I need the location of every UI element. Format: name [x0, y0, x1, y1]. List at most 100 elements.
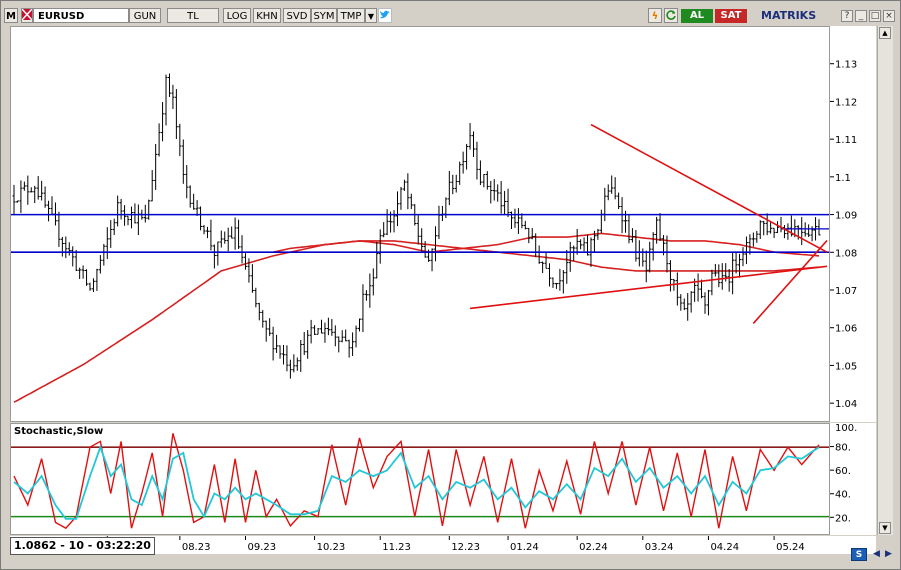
indicator-chart[interactable] — [10, 423, 830, 535]
minimize-icon[interactable]: _ — [855, 10, 867, 22]
time-tick-label: 09.23 — [247, 542, 276, 553]
ohlc-bar — [364, 290, 368, 301]
ohlc-bar — [665, 235, 669, 273]
ohlc-bar — [603, 187, 607, 222]
ohlc-bar — [188, 185, 192, 208]
time-axis: 7.2308.2309.2310.2311.2312.2301.2402.240… — [10, 536, 876, 554]
currency-button[interactable]: TL — [167, 8, 219, 23]
price-tick-label: 1.05 — [835, 361, 857, 372]
menu-button[interactable]: M — [4, 8, 18, 23]
ohlc-bar — [88, 282, 92, 291]
ohlc-bar — [434, 226, 438, 262]
ohlc-bar — [157, 123, 161, 157]
ohlc-bar — [344, 329, 348, 342]
ohlc-bar — [617, 192, 621, 210]
moving-average-slow — [13, 240, 820, 403]
maximize-icon[interactable]: □ — [869, 10, 881, 22]
sym-button[interactable]: SYM — [311, 8, 337, 23]
chevron-down-icon[interactable]: ▼ — [365, 8, 377, 23]
ohlc-bar — [226, 227, 230, 252]
ohlc-bar — [109, 220, 113, 248]
buy-button[interactable]: AL — [681, 9, 713, 23]
vertical-scrollbar[interactable]: ▲ ▼ — [877, 26, 893, 535]
ohlc-bar — [216, 241, 220, 266]
ohlc-bar — [382, 222, 386, 238]
ohlc-bar — [541, 261, 545, 274]
ohlc-bar — [807, 224, 811, 238]
ohlc-bar — [375, 241, 379, 279]
ohlc-bar — [744, 236, 748, 265]
ohlc-bar — [57, 211, 61, 247]
ohlc-bar — [565, 250, 569, 284]
scroll-up-icon[interactable]: ▲ — [879, 27, 891, 39]
indicator-tick-label: 100. — [835, 423, 857, 434]
ohlc-bar — [136, 204, 140, 236]
ohlc-bar — [178, 123, 182, 157]
stochastic-k-line — [13, 433, 820, 530]
ohlc-bar — [98, 255, 102, 274]
ohlc-bar — [554, 282, 558, 289]
ohlc-bar — [613, 177, 617, 200]
lightning-icon[interactable]: ϟ — [648, 8, 662, 23]
price-chart-svg — [11, 73, 829, 403]
ohlc-bar — [354, 325, 358, 348]
ohlc-bar — [385, 209, 389, 236]
ohlc-bar — [492, 179, 496, 201]
ohlc-bar — [302, 332, 306, 355]
khn-button[interactable]: KHN — [253, 8, 281, 23]
ohlc-bar — [516, 208, 520, 234]
ohlc-bar — [212, 244, 216, 269]
price-chart[interactable] — [10, 26, 830, 422]
ohlc-bar — [167, 73, 171, 98]
scroll-down-icon[interactable]: ▼ — [879, 522, 891, 534]
time-tick-label: 04.24 — [710, 542, 739, 553]
ohlc-bar — [599, 209, 603, 233]
ohlc-bar — [423, 241, 427, 258]
ohlc-bar — [399, 186, 403, 210]
price-tick-label: 1.08 — [835, 248, 857, 259]
ohlc-bar — [105, 227, 109, 260]
ohlc-bar — [306, 330, 310, 359]
indicator-tick-label: 60. — [835, 466, 851, 477]
scroll-right-icon[interactable]: ▶ — [885, 549, 892, 559]
refresh-icon[interactable] — [664, 8, 678, 23]
ohlc-bar — [575, 228, 579, 255]
ohlc-bar — [209, 219, 213, 251]
ohlc-bar — [392, 210, 396, 233]
ohlc-bar — [119, 198, 123, 220]
ohlc-bar — [223, 231, 227, 244]
period-button[interactable]: GUN — [129, 8, 161, 23]
ohlc-bar — [323, 322, 327, 343]
ohlc-bar — [402, 179, 406, 191]
twitter-icon[interactable] — [378, 8, 392, 23]
ohlc-bar — [592, 230, 596, 253]
ohlc-bar — [458, 161, 462, 185]
ohlc-bar — [347, 339, 351, 358]
ohlc-bar — [371, 268, 375, 296]
ohlc-bar — [161, 102, 165, 142]
sell-button[interactable]: SAT — [715, 9, 747, 23]
ohlc-bar — [299, 339, 303, 372]
log-button[interactable]: LOG — [223, 8, 251, 23]
ohlc-bar — [278, 345, 282, 359]
ohlc-bar — [648, 241, 652, 273]
sync-icon[interactable]: S — [851, 548, 867, 561]
template-button[interactable]: TMP — [337, 8, 365, 23]
ohlc-bar — [36, 176, 40, 200]
ohlc-bar — [520, 213, 524, 229]
close-icon[interactable]: × — [883, 10, 895, 22]
ohlc-bar — [727, 269, 731, 292]
ohlc-bar — [71, 246, 75, 267]
symbol-field[interactable]: EURUSD — [33, 8, 129, 23]
help-icon[interactable]: ? — [841, 10, 853, 22]
ohlc-bar — [351, 332, 355, 356]
ohlc-bar — [185, 165, 189, 199]
time-tick-label: 10.23 — [317, 542, 346, 553]
time-tick-label: 11.23 — [382, 542, 411, 553]
indicator-tick-label: 20. — [835, 513, 851, 524]
ohlc-bar — [537, 245, 541, 264]
svd-button[interactable]: SVD — [283, 8, 311, 23]
scroll-left-icon[interactable]: ◀ — [873, 549, 880, 559]
ohlc-bar — [123, 205, 127, 226]
price-axis-svg: 1.04 1.05 1.06 1.07 1.08 1.09 1.1 1.11 1.12 1.13 — [830, 60, 857, 410]
